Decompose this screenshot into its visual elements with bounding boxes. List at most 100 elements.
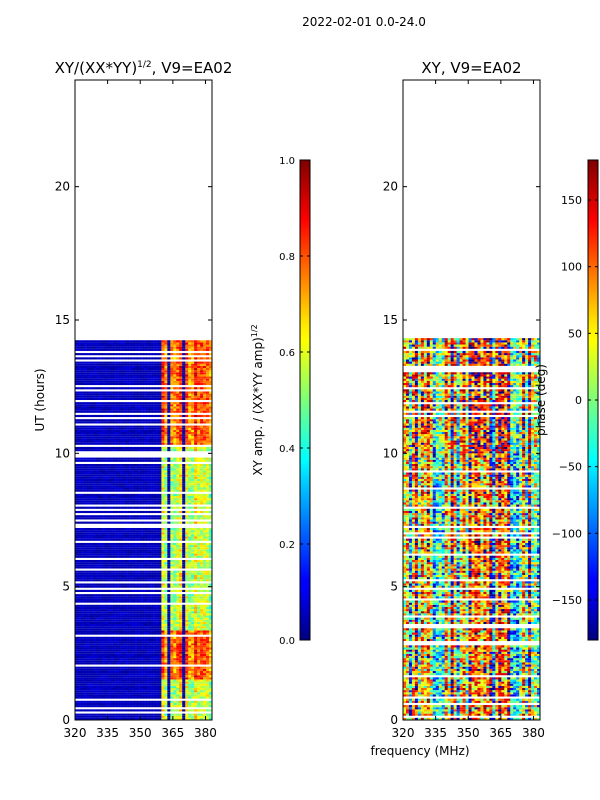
heatmap-cell: [92, 440, 97, 443]
heatmap-cell: [200, 532, 204, 535]
heatmap-cell: [140, 596, 144, 599]
heatmap-cell: [185, 474, 189, 477]
heatmap-cell: [77, 705, 82, 708]
heatmap-cell: [182, 564, 186, 567]
heatmap-cell: [140, 694, 144, 697]
heatmap-cell: [179, 481, 183, 484]
heatmap-cell: [209, 438, 212, 441]
heatmap-cell: [143, 688, 147, 691]
heatmap-cell: [80, 474, 85, 477]
heatmap-cell: [80, 628, 85, 631]
heatmap-cell: [128, 589, 132, 592]
heatmap-cell: [143, 466, 147, 469]
heatmap-cell: [206, 472, 210, 475]
heatmap-cell: [197, 476, 201, 479]
heatmap-cell: [77, 466, 82, 469]
heatmap-cell: [188, 545, 192, 548]
heatmap-cell: [200, 472, 204, 475]
heatmap-cell: [134, 690, 138, 693]
heatmap-cell: [86, 692, 91, 695]
heatmap-cell: [122, 670, 127, 674]
heatmap-cell: [92, 566, 97, 569]
heatmap-cell: [158, 694, 162, 697]
heatmap-cell: [122, 596, 127, 599]
heatmap-cell: [131, 515, 135, 518]
heatmap-cell: [185, 696, 189, 699]
heatmap-cell: [143, 521, 147, 524]
heatmap-cell: [95, 498, 100, 501]
heatmap-cell: [161, 530, 165, 533]
heatmap-cell: [161, 472, 165, 475]
heatmap-cell: [101, 645, 106, 648]
heatmap-cell: [101, 483, 106, 486]
heatmap-cell: [143, 551, 147, 554]
heatmap-cell: [110, 628, 115, 631]
heatmap-cell: [149, 562, 153, 565]
heatmap-cell: [95, 485, 100, 488]
heatmap-cell: [206, 589, 210, 592]
heatmap-cell: [158, 688, 162, 691]
heatmap-cell: [194, 506, 198, 509]
heatmap-cell: [134, 555, 138, 558]
heatmap-cell: [110, 583, 115, 586]
heatmap-cell: [140, 542, 144, 546]
heatmap-cell: [131, 440, 135, 443]
heatmap-cell: [116, 641, 121, 644]
heatmap-cell: [173, 653, 177, 656]
heatmap-cell: [137, 493, 141, 496]
heatmap-cell: [101, 713, 106, 716]
heatmap-cell: [125, 579, 130, 582]
heatmap-cell: [113, 702, 118, 706]
heatmap-cell: [209, 506, 212, 509]
heatmap-cell: [170, 510, 174, 514]
heatmap-cell: [164, 446, 168, 450]
heatmap-cell: [209, 574, 212, 578]
heatmap-cell: [128, 476, 132, 479]
heatmap-cell: [209, 666, 212, 669]
heatmap-cell: [200, 442, 204, 445]
heatmap-cell: [158, 606, 162, 610]
heatmap-cell: [86, 677, 91, 680]
heatmap-cell: [149, 459, 153, 462]
heatmap-cell: [155, 470, 159, 473]
heatmap-cell: [203, 577, 207, 580]
heatmap-cell: [182, 570, 186, 573]
heatmap-cell: [143, 553, 147, 556]
heatmap-cell: [137, 553, 141, 556]
heatmap-cell: [125, 621, 130, 624]
heatmap-cell: [83, 442, 88, 445]
heatmap-cell: [146, 493, 150, 496]
heatmap-cell: [86, 459, 91, 462]
heatmap-cell: [98, 677, 103, 680]
heatmap-cell: [77, 628, 82, 631]
heatmap-cell: [185, 715, 189, 718]
heatmap-cell: [182, 579, 186, 582]
heatmap-cell: [140, 643, 144, 646]
heatmap-cell: [152, 468, 156, 471]
heatmap-cell: [179, 562, 183, 565]
heatmap-cell: [80, 483, 85, 486]
heatmap-cell: [77, 649, 82, 652]
heatmap-cell: [95, 715, 100, 718]
heatmap-cell: [158, 585, 162, 588]
heatmap-cell: [143, 517, 147, 520]
heatmap-cell: [104, 596, 109, 599]
heatmap-cell: [98, 468, 103, 471]
heatmap-cell: [188, 472, 192, 475]
heatmap-cell: [179, 521, 183, 524]
heatmap-cell: [128, 585, 132, 588]
heatmap-cell: [176, 560, 180, 563]
heatmap-cell: [173, 692, 177, 695]
heatmap-cell: [92, 636, 97, 639]
heatmap-cell: [182, 472, 186, 475]
heatmap-cell: [89, 560, 94, 563]
heatmap-cell: [107, 681, 112, 684]
heatmap-cell: [206, 566, 210, 569]
heatmap-cell: [143, 436, 147, 439]
heatmap-cell: [83, 658, 88, 661]
heatmap-cell: [119, 528, 124, 531]
heatmap-cell: [92, 562, 97, 565]
heatmap-cell: [203, 658, 207, 661]
heatmap-cell: [173, 717, 177, 720]
heatmap-cell: [152, 632, 156, 635]
